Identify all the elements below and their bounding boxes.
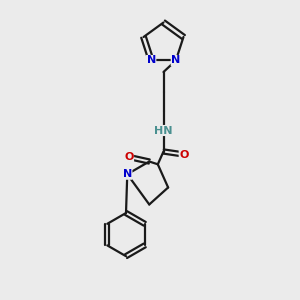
Text: O: O (124, 152, 134, 162)
Text: N: N (123, 169, 132, 179)
Text: N: N (171, 56, 181, 65)
Text: HN: HN (154, 125, 173, 136)
Text: O: O (179, 149, 189, 160)
Text: N: N (146, 56, 156, 65)
